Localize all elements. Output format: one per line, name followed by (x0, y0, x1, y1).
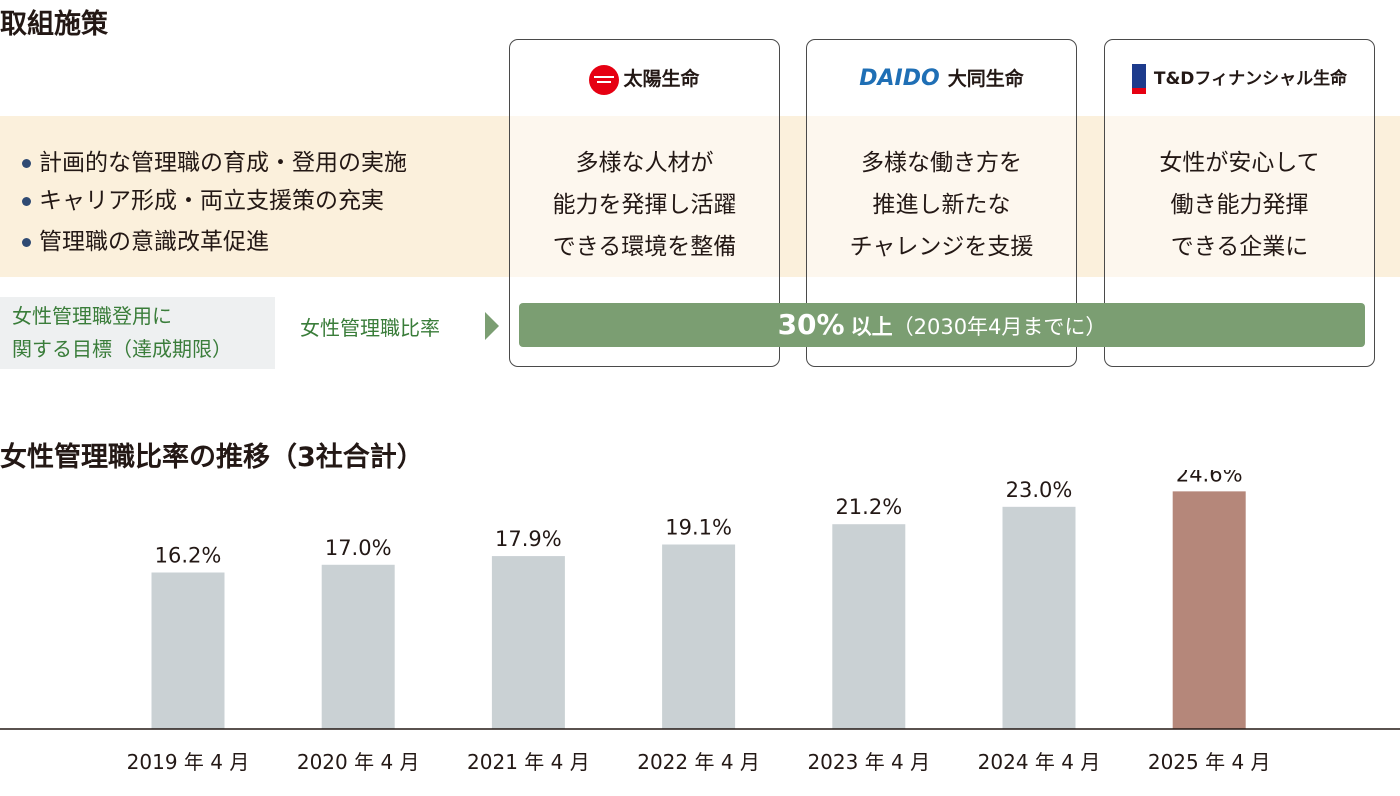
goal-label: 女性管理職比率 (300, 316, 440, 340)
card-line: 働き能力発揮 (1170, 192, 1309, 218)
goal-value: 30% (777, 308, 845, 341)
bullet-dot-icon (22, 159, 31, 168)
data-label: 17.9% (495, 527, 562, 551)
card-line: できる環境を整備 (552, 234, 737, 260)
card-line: 多様な人材が (575, 150, 714, 176)
card-line: 能力を発揮し活躍 (552, 192, 737, 218)
x-tick-label: 2022 年 4 月 (637, 750, 760, 774)
data-label: 21.2% (835, 495, 902, 519)
card-line: チャレンジを支援 (849, 234, 1034, 260)
data-label: 19.1% (665, 515, 732, 539)
bar (151, 572, 225, 729)
goal-box: 女性管理職登用に 関する目標（達成期限） (0, 297, 275, 369)
bar (321, 564, 395, 729)
x-tick-label: 2023 年 4 月 (807, 750, 930, 774)
bar-chart: 16.2% 2019 年 4 月 17.0% 2020 年 4 月 17.9% 2021 … (0, 470, 1400, 774)
bar (662, 544, 736, 729)
x-tick-label: 2021 年 4 月 (467, 750, 590, 774)
daido-mark: DAIDO (859, 66, 940, 91)
card-text: 多様な働き方を 推進し新たな チャレンジを支援 (807, 142, 1076, 268)
taiyo-sun-icon (589, 64, 620, 95)
card-text: 女性が安心して 働き能力発揮 できる企業に (1105, 142, 1374, 268)
logo-text: T&Dフィナンシャル生命 (1153, 69, 1348, 89)
data-label: 16.2% (155, 544, 222, 568)
bar (1002, 506, 1076, 729)
arrow-right-icon (485, 312, 499, 340)
bullet-item: 計画的な管理職の育成・登用の実施 (22, 143, 407, 177)
goal-bar: 30% 以上（2030年4月までに） (519, 303, 1365, 347)
x-tick-label: 2019 年 4 月 (127, 750, 250, 774)
bullet-text: 管理職の意識改革促進 (39, 229, 269, 255)
bar (1172, 491, 1246, 729)
td-mark-icon (1131, 64, 1146, 94)
bullet-text: 計画的な管理職の育成・登用の実施 (39, 150, 407, 176)
card-line: 女性が安心して (1159, 150, 1320, 176)
x-tick-label: 2025 年 4 月 (1148, 750, 1271, 774)
daido-logo: DAIDO 大同生命 (807, 64, 1076, 91)
bullet-text: キャリア形成・両立支援策の充実 (39, 188, 384, 214)
goal-box-line: 関する目標（達成期限） (12, 337, 232, 361)
data-label: 17.0% (325, 536, 392, 560)
goal-box-line: 女性管理職登用に (12, 304, 172, 328)
x-tick-label: 2020 年 4 月 (297, 750, 420, 774)
goal-suffix: 以上 (850, 315, 893, 339)
bar (832, 524, 906, 729)
bullet-item: 管理職の意識改革促進 (22, 222, 269, 256)
bullet-item: キャリア形成・両立支援策の充実 (22, 181, 384, 215)
bullet-dot-icon (22, 197, 31, 206)
card-line: 多様な働き方を (861, 150, 1022, 176)
data-label: 23.0% (1006, 478, 1073, 502)
card-line: できる企業に (1170, 234, 1309, 260)
card-line: 推進し新たな (872, 192, 1011, 218)
taiyo-logo: 太陽生命 (510, 64, 779, 95)
data-label: 24.6% (1176, 470, 1243, 486)
bar (491, 556, 565, 729)
bullet-dot-icon (22, 238, 31, 247)
x-tick-label: 2024 年 4 月 (978, 750, 1101, 774)
logo-text: 太陽生命 (623, 68, 700, 90)
section-title: 取組施策 (0, 9, 108, 40)
logo-text: 大同生命 (947, 68, 1024, 90)
card-text: 多様な人材が 能力を発揮し活躍 できる環境を整備 (510, 142, 779, 268)
goal-deadline: （2030年4月までに） (892, 315, 1107, 339)
chart-title: 女性管理職比率の推移（3社合計） (0, 442, 424, 473)
td-logo: T&Dフィナンシャル生命 (1105, 64, 1374, 94)
